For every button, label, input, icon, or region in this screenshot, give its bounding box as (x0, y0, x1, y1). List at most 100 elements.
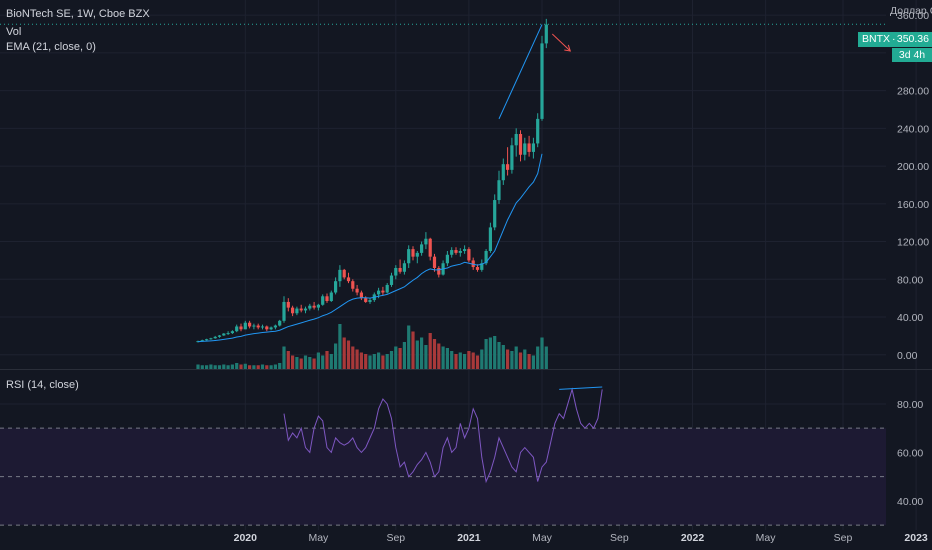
candle-body (252, 325, 256, 327)
candle-body (338, 269, 342, 282)
volume-bar (493, 336, 497, 369)
volume-bar (377, 352, 381, 369)
candle-body (209, 338, 213, 340)
candle-body (321, 296, 325, 305)
candle-body (329, 292, 333, 302)
price-axis[interactable]: 0.00 40.00 80.00 120.00 160.00 200.00 240.00 28… (897, 10, 929, 362)
arrow-down (551, 33, 571, 52)
volume-bar (506, 349, 510, 369)
volume-bar (531, 355, 535, 369)
candle-body (411, 249, 415, 257)
volume-bar (351, 346, 355, 369)
volume-bar (480, 349, 484, 369)
trendline-price (498, 24, 543, 120)
candle-body (450, 250, 454, 255)
volume-bar (286, 351, 290, 369)
volume-bar (325, 351, 329, 369)
candle-body (243, 322, 247, 330)
candle-body (407, 249, 411, 264)
volume-bar (213, 365, 217, 369)
volume-bar (209, 364, 213, 369)
volume-bar (450, 351, 454, 369)
candle-body (540, 43, 544, 119)
volume-bar (467, 351, 471, 369)
volume-bar (518, 352, 523, 369)
volume-bar (454, 354, 458, 369)
candle-body (368, 300, 372, 302)
volume-bar (428, 333, 432, 369)
rsi-tick-label: 40.00 (897, 496, 923, 508)
price-tick-label: 160.00 (897, 199, 929, 211)
volume-bar (265, 365, 269, 369)
volume-bar (424, 345, 428, 369)
volume-bar (510, 351, 514, 369)
candle-body (351, 281, 355, 289)
candle-body (299, 308, 303, 311)
time-tick-label: 2022 (681, 532, 705, 544)
candle-body (467, 249, 471, 261)
price-tick-label: 40.00 (897, 312, 923, 324)
candle-body (394, 267, 398, 276)
time-axis[interactable]: 2020MaySep2021MaySep2022MaySep2023May (234, 532, 932, 544)
candle-body (205, 339, 209, 341)
volume-bar (402, 342, 406, 369)
price-tick-label: 0.00 (897, 350, 918, 362)
candle-body (325, 296, 329, 302)
trend-drawings[interactable] (0, 23, 886, 390)
badge-separator: · (892, 33, 896, 45)
candle-body (282, 301, 286, 321)
candle-body (398, 267, 402, 272)
chart-title[interactable]: BioNTech SE, 1W, Cboe BZX (6, 8, 150, 20)
volume-legend[interactable]: Vol (6, 26, 22, 38)
candle-body (523, 143, 527, 155)
volume-bar (484, 339, 488, 369)
candle-body (196, 341, 200, 343)
last-price-badge: BNTX · 350.36 (858, 32, 932, 47)
candle-body (364, 298, 368, 302)
candle-body (497, 180, 501, 201)
volume-bar (256, 365, 260, 369)
candle-body (355, 288, 359, 293)
candle-body (295, 308, 299, 314)
rsi-level-lines (0, 427, 886, 526)
ema-line (197, 153, 543, 343)
candle-body (501, 164, 505, 181)
candle-body (308, 305, 312, 309)
candle-body (531, 143, 535, 152)
candle-body (256, 325, 260, 328)
candle-body (260, 326, 265, 328)
rsi-legend[interactable]: RSI (14, close) (6, 379, 79, 391)
volume-bar (235, 363, 239, 369)
candle-body (213, 336, 217, 339)
rsi-axis[interactable]: 40.00 60.00 80.00 (897, 399, 923, 508)
volume-bar (407, 325, 411, 369)
volume-bar (278, 363, 282, 369)
candle-body (303, 308, 308, 311)
volume-bar (282, 346, 286, 369)
volume-bar (445, 348, 449, 369)
volume-bar (312, 358, 316, 369)
volume-bar (381, 355, 385, 369)
symbol-label: BNTX (862, 33, 891, 45)
volume-bar (437, 343, 441, 369)
volume-bar (471, 352, 475, 369)
volume-bar (308, 357, 312, 369)
candle-body (454, 250, 458, 253)
candle-body (291, 307, 295, 314)
candle-body (415, 252, 419, 257)
price-tick-label: 80.00 (897, 274, 923, 286)
candle-body (544, 24, 548, 44)
volume-bar (411, 331, 415, 369)
time-tick-label: May (532, 532, 553, 544)
candle-body (428, 238, 432, 257)
candle-body (248, 322, 252, 327)
time-tick-label: 2023 (904, 532, 928, 544)
currency-label[interactable]: Доллар США (890, 5, 932, 17)
ema-legend[interactable]: EMA (21, close, 0) (6, 41, 96, 53)
volume-bar (260, 364, 265, 369)
volume-bar (398, 348, 402, 369)
candle-body (286, 301, 290, 308)
candle-body (385, 284, 389, 293)
time-tick-label: May (756, 532, 777, 544)
